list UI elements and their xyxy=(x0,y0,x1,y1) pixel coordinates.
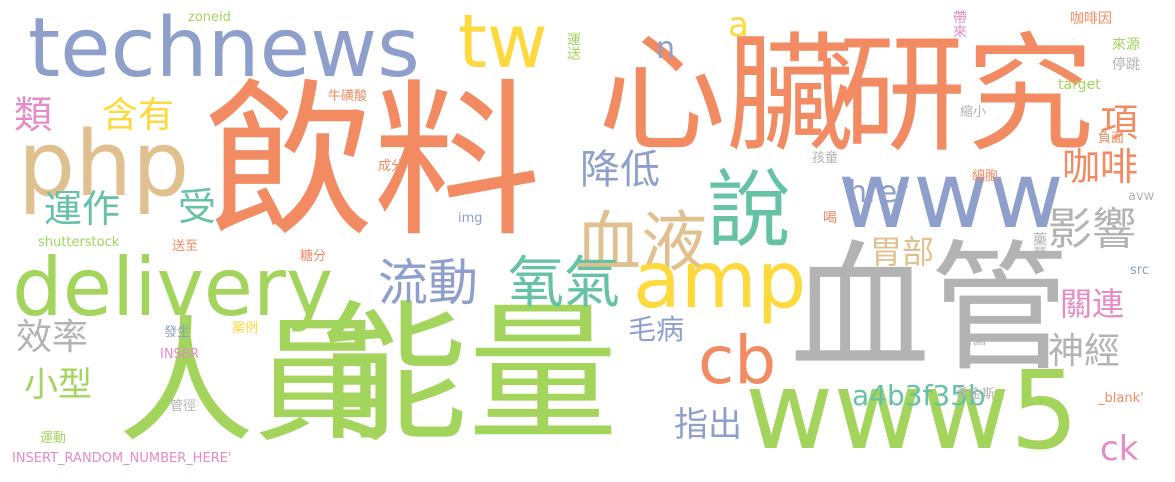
word-tw: tw xyxy=(458,0,548,85)
word-he: 喝 xyxy=(821,210,837,224)
word-xueguan: 血管 xyxy=(790,228,1071,391)
word-shutterstock: shutterstock xyxy=(38,235,120,250)
word-yingxiang: 影響 xyxy=(1048,204,1136,255)
word-chengfen: 成分 xyxy=(378,159,405,174)
word-songzhi: 送至 xyxy=(172,239,199,254)
word-yinliao: 飲料 xyxy=(205,64,541,260)
word-delivery: delivery xyxy=(12,241,334,334)
word-dailai: 帶來 xyxy=(951,10,967,38)
word-xiang: 項 xyxy=(1100,101,1139,145)
word-xueye: 血液 xyxy=(575,204,707,281)
word-renyuan: 人員 xyxy=(118,304,390,462)
word-fumian: 負面 xyxy=(1098,131,1125,146)
word-yundong: 運動 xyxy=(40,431,67,446)
word-shuo: 說 xyxy=(707,161,792,259)
word-ck: ck xyxy=(1100,429,1139,469)
word-tingtiao: 停跳 xyxy=(1112,57,1140,73)
word-shoutu: 首圖 xyxy=(960,333,987,348)
word-haitong: 孩童 xyxy=(812,151,839,166)
word-yunsong: 運送 xyxy=(565,32,581,60)
word-yunzuo: 運作 xyxy=(44,187,121,231)
word-xinzang: 心臟 xyxy=(598,21,855,170)
word-tangfen: 糖分 xyxy=(300,249,327,264)
word-cb: cb xyxy=(698,322,777,399)
word-yanjiu: 研究 xyxy=(838,21,1095,170)
word-weibu: 胃部 xyxy=(870,233,935,271)
word-fasheng: 發生 xyxy=(164,325,191,340)
word-niuhuangsuan: 牛磺酸 xyxy=(328,89,368,104)
word-anli: 案例 xyxy=(232,321,259,336)
word-insert-random: INSERT_RANDOM_NUMBER_HERE' xyxy=(12,451,232,466)
word-www: www xyxy=(838,142,1064,249)
word-kafei: 咖啡 xyxy=(1062,145,1139,189)
word-n: n xyxy=(656,31,676,66)
word-xibao: 細胞 xyxy=(972,169,999,184)
word-technews: technews xyxy=(28,1,420,96)
word-laiyuan: 來源 xyxy=(1112,37,1140,53)
word-avw: avw xyxy=(1128,189,1155,204)
word-shou: 受 xyxy=(178,185,217,229)
word-maobing: 毛病 xyxy=(628,313,685,346)
word-a4b3f35b: a4b3f35b xyxy=(852,379,986,412)
word-zoneid: zoneid xyxy=(188,10,231,25)
word-href: href xyxy=(848,175,908,210)
word-php: php xyxy=(18,112,190,217)
word-xijinsi: 希金斯 xyxy=(956,387,996,402)
word-src: src xyxy=(1130,263,1149,278)
word-target: target xyxy=(1058,77,1101,93)
word-jiangdi: 降低 xyxy=(580,147,660,193)
word-shenjing: 神經 xyxy=(1048,331,1121,372)
word-xiaolu: 效率 xyxy=(16,317,89,358)
word-yangqi: 氧氣 xyxy=(508,251,620,316)
word-blank: _blank' xyxy=(1098,391,1144,406)
word-liudong: 流動 xyxy=(378,254,478,312)
word-suoxiao: 縮小 xyxy=(960,105,987,120)
word-amp: amp xyxy=(633,236,807,326)
word-img: img xyxy=(458,211,483,226)
word-nengliang: 能量 xyxy=(318,288,619,462)
word-a: a xyxy=(728,5,749,45)
word-zhichu: 指出 xyxy=(674,405,742,445)
word-xiaoxing: 小型 xyxy=(24,365,92,405)
word-guanjing: 管徑 xyxy=(170,399,197,414)
word-yaocao: 藥草 xyxy=(1031,232,1047,260)
word-lei: 類 xyxy=(14,93,53,137)
word-kafeiyin: 咖啡因 xyxy=(1070,11,1112,27)
word-www5: www5 xyxy=(745,349,1079,474)
word-inser: INSER xyxy=(160,347,200,362)
word-hanyou: 含有 xyxy=(102,95,175,136)
word-guanlian: 關連 xyxy=(1060,285,1125,323)
